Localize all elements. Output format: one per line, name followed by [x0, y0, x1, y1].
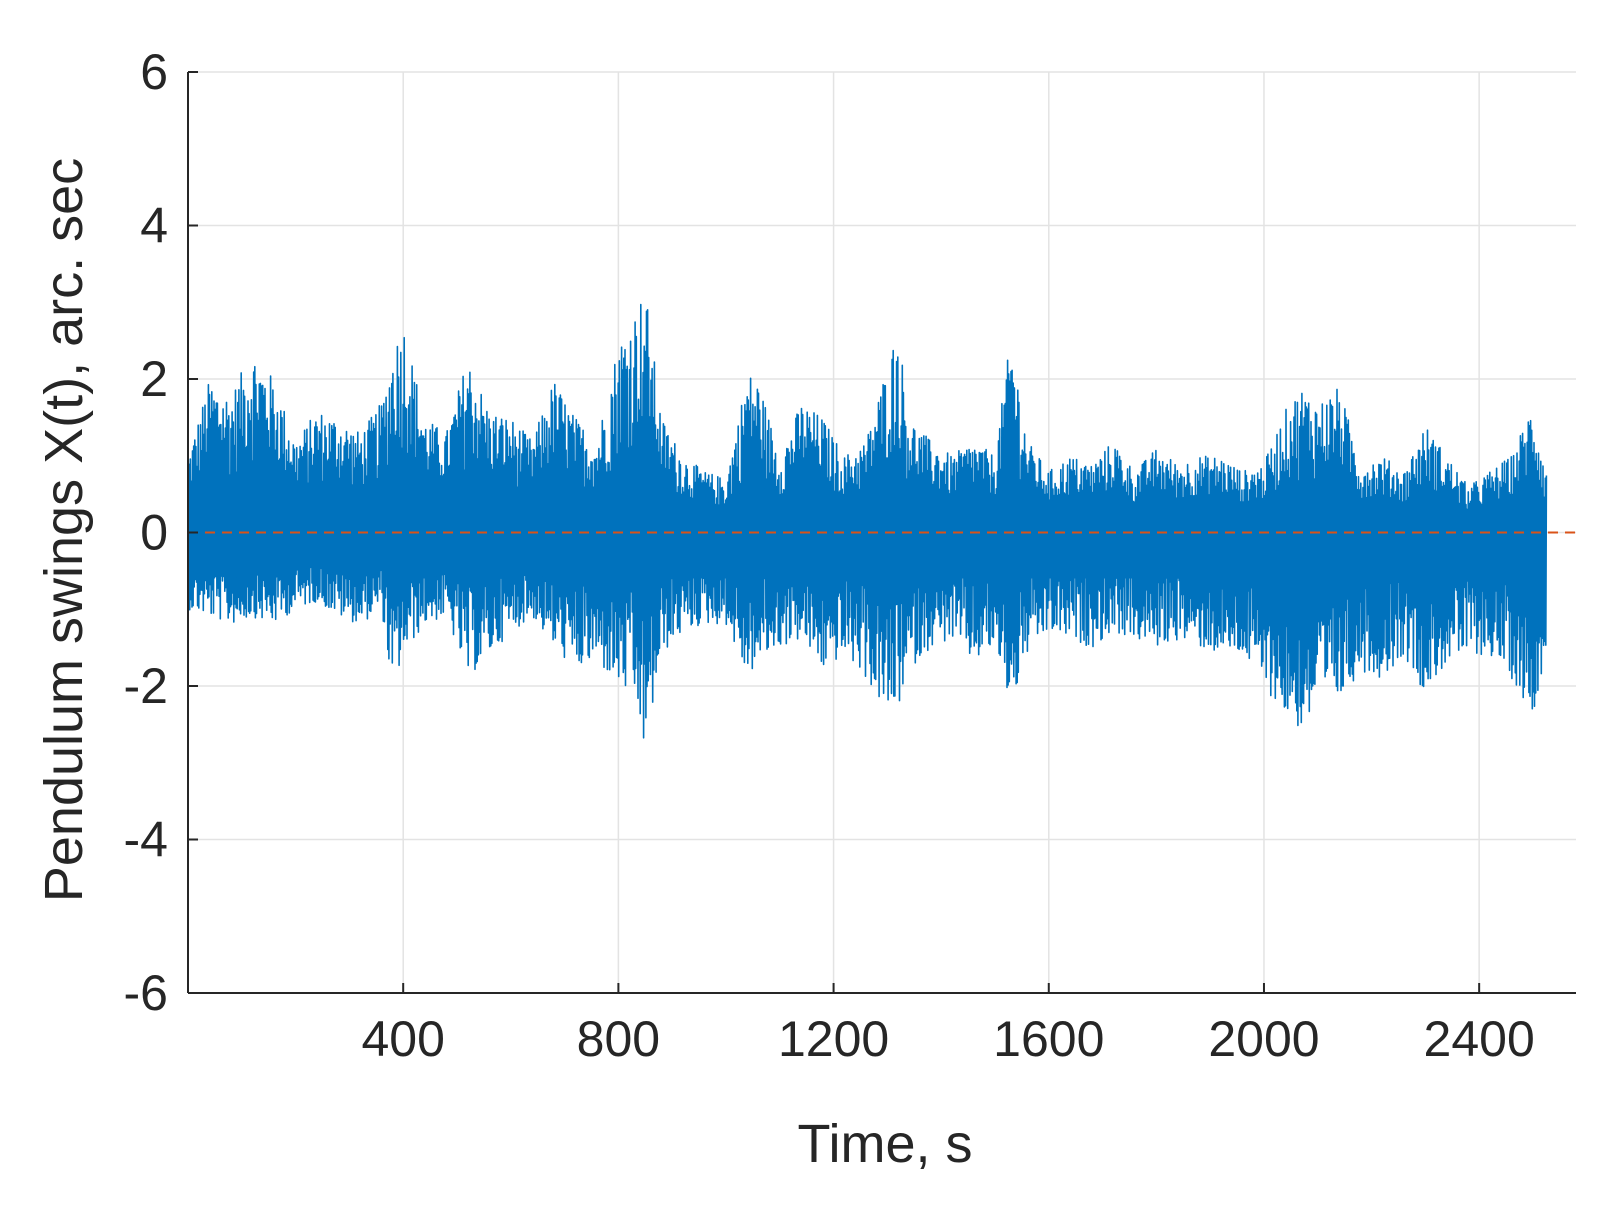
x-axis-title: Time, s — [798, 1114, 973, 1174]
signal-series-line — [187, 303, 1548, 739]
y-axis-title: Pendulum swings X(t), arc. sec — [34, 158, 94, 902]
x-tick-label: 1600 — [993, 1011, 1104, 1067]
y-tick-label: 4 — [140, 198, 168, 254]
x-tick-label: 2000 — [1208, 1011, 1319, 1067]
y-tick-label: 0 — [140, 505, 168, 561]
x-tick-label: 2400 — [1424, 1011, 1535, 1067]
axes-layer — [187, 71, 1576, 994]
x-tick-label: 800 — [577, 1011, 660, 1067]
tick-labels: 400 800 1200 1600 2000 2400 -6 -4 -2 0 2 4 6 — [124, 44, 1535, 1067]
x-tick-label: 400 — [361, 1011, 444, 1067]
signal-layer — [187, 303, 1576, 739]
y-tick-label: -6 — [124, 965, 168, 1021]
y-tick-label: -2 — [124, 658, 168, 714]
y-tick-label: -4 — [124, 812, 168, 868]
signal-core-band — [188, 486, 1547, 579]
y-tick-label: 6 — [140, 44, 168, 100]
x-tick-label: 1200 — [778, 1011, 889, 1067]
y-tick-label: 2 — [140, 351, 168, 407]
